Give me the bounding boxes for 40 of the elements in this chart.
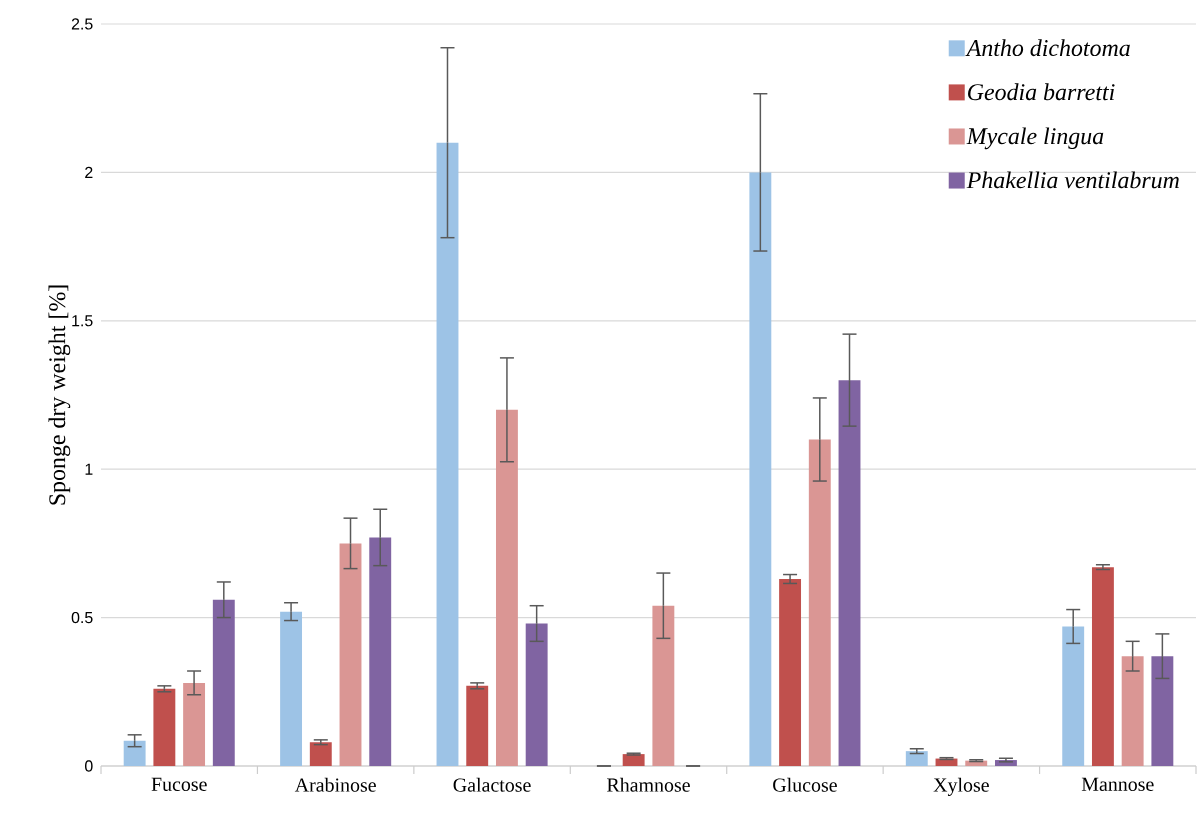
y-axis-title: Sponge dry weight [%] bbox=[48, 285, 71, 505]
x-tick-label: Xylose bbox=[933, 777, 989, 796]
bar bbox=[339, 543, 362, 766]
legend-label: Mycale lingua bbox=[966, 127, 1104, 150]
bar bbox=[749, 172, 772, 766]
bar bbox=[495, 409, 518, 766]
legend-label: Geodia barretti bbox=[968, 83, 1115, 101]
y-tick-label: 1.5 bbox=[72, 315, 93, 327]
bar bbox=[652, 605, 675, 766]
x-tick-label: Fucose bbox=[151, 777, 207, 791]
legend-label: Antho dichotoma bbox=[965, 39, 1130, 57]
x-tick-label: Galactose bbox=[453, 777, 531, 792]
y-tick-label: 1 bbox=[85, 463, 93, 475]
bar bbox=[1091, 567, 1114, 766]
bar bbox=[525, 623, 548, 766]
bar bbox=[779, 579, 802, 766]
bar bbox=[838, 380, 861, 766]
bar bbox=[905, 751, 928, 766]
bar bbox=[153, 688, 176, 766]
y-tick-label: 0 bbox=[85, 760, 93, 772]
legend-label: Phakellia ventilabrum bbox=[966, 171, 1179, 189]
bar bbox=[808, 439, 831, 766]
y-tick-label: 0.5 bbox=[71, 611, 93, 624]
bar bbox=[123, 740, 146, 766]
bar bbox=[212, 599, 235, 766]
bar bbox=[1062, 626, 1085, 766]
bar bbox=[280, 611, 303, 766]
x-tick-label: Glucose bbox=[773, 777, 837, 792]
bar bbox=[1151, 656, 1174, 766]
bar bbox=[466, 685, 489, 766]
bar bbox=[369, 537, 392, 766]
y-tick-label: 2 bbox=[85, 166, 93, 178]
x-tick-label: Rhamnose bbox=[607, 777, 690, 792]
bar bbox=[309, 742, 332, 766]
bar bbox=[1121, 656, 1144, 766]
bar bbox=[436, 142, 459, 766]
x-tick-label: Mannose bbox=[1081, 777, 1154, 791]
x-tick-label: Arabinose bbox=[294, 777, 376, 792]
bar bbox=[183, 682, 206, 766]
y-tick-label: 2.5 bbox=[71, 18, 93, 30]
